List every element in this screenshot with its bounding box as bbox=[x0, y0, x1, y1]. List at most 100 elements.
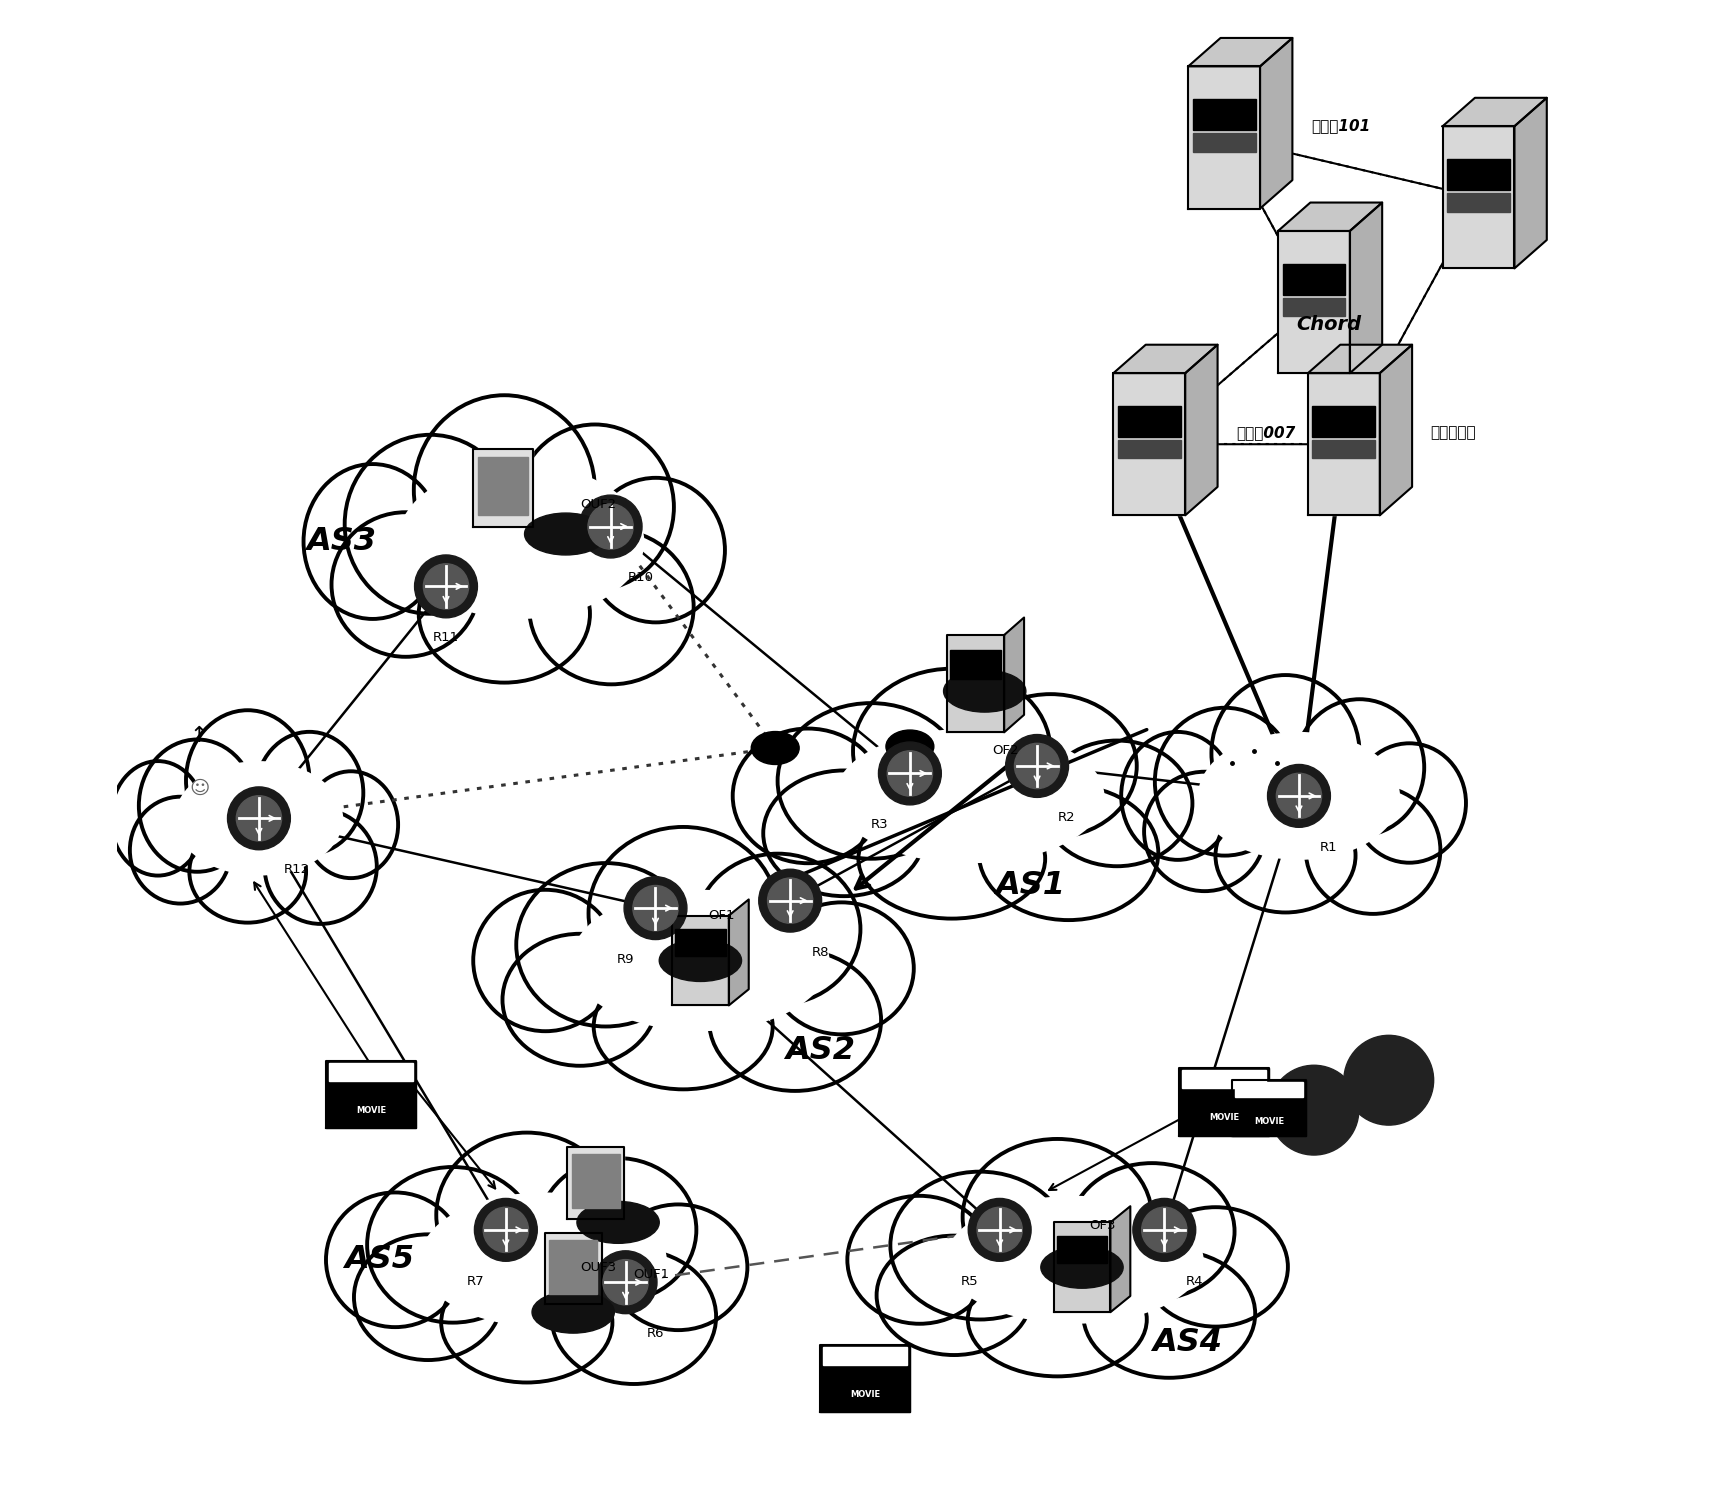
Text: ↑: ↑ bbox=[190, 725, 208, 746]
Ellipse shape bbox=[695, 853, 860, 1005]
Circle shape bbox=[588, 503, 633, 550]
Ellipse shape bbox=[187, 710, 310, 850]
Ellipse shape bbox=[858, 799, 1045, 919]
Circle shape bbox=[969, 1199, 1031, 1262]
Circle shape bbox=[768, 879, 813, 924]
Polygon shape bbox=[1282, 264, 1346, 294]
Text: R5: R5 bbox=[960, 1275, 979, 1287]
Polygon shape bbox=[1278, 231, 1349, 372]
Ellipse shape bbox=[303, 464, 441, 619]
Polygon shape bbox=[1443, 98, 1547, 126]
Polygon shape bbox=[675, 930, 727, 955]
Ellipse shape bbox=[1353, 743, 1465, 862]
Text: OF1: OF1 bbox=[708, 909, 734, 922]
Ellipse shape bbox=[419, 545, 590, 682]
Ellipse shape bbox=[886, 730, 934, 763]
Polygon shape bbox=[1114, 345, 1218, 372]
Text: AS4: AS4 bbox=[1152, 1326, 1221, 1358]
Ellipse shape bbox=[751, 731, 799, 765]
Polygon shape bbox=[1054, 1223, 1111, 1313]
Ellipse shape bbox=[1144, 772, 1265, 891]
Polygon shape bbox=[728, 900, 749, 1005]
Circle shape bbox=[604, 1260, 649, 1305]
Polygon shape bbox=[567, 1148, 625, 1220]
Ellipse shape bbox=[130, 796, 230, 904]
Text: R2: R2 bbox=[1059, 811, 1076, 825]
Polygon shape bbox=[329, 1063, 413, 1081]
Polygon shape bbox=[1189, 66, 1259, 209]
Polygon shape bbox=[1180, 1068, 1270, 1136]
Circle shape bbox=[887, 751, 932, 796]
Polygon shape bbox=[823, 1347, 907, 1365]
Ellipse shape bbox=[1216, 799, 1356, 913]
Polygon shape bbox=[1003, 617, 1024, 733]
Ellipse shape bbox=[1197, 731, 1400, 859]
Text: R1: R1 bbox=[1320, 841, 1337, 853]
Circle shape bbox=[1005, 734, 1069, 798]
Polygon shape bbox=[1057, 1236, 1107, 1263]
Ellipse shape bbox=[332, 512, 479, 656]
Polygon shape bbox=[550, 1239, 597, 1293]
Ellipse shape bbox=[943, 670, 1026, 712]
Polygon shape bbox=[1446, 192, 1510, 212]
Ellipse shape bbox=[1144, 1208, 1287, 1326]
Circle shape bbox=[625, 877, 687, 940]
Circle shape bbox=[1014, 743, 1060, 789]
Text: MOVIE: MOVIE bbox=[356, 1105, 386, 1114]
Ellipse shape bbox=[734, 728, 884, 864]
Text: 入口服务器: 入口服务器 bbox=[1431, 425, 1476, 440]
Circle shape bbox=[580, 496, 642, 557]
Ellipse shape bbox=[1121, 731, 1233, 859]
Ellipse shape bbox=[304, 771, 398, 879]
Ellipse shape bbox=[964, 694, 1137, 838]
Text: OF2: OF2 bbox=[993, 745, 1019, 757]
Text: R6: R6 bbox=[647, 1328, 664, 1340]
Polygon shape bbox=[671, 916, 728, 1005]
Text: R3: R3 bbox=[872, 819, 889, 831]
Ellipse shape bbox=[502, 934, 657, 1066]
Ellipse shape bbox=[533, 1292, 614, 1334]
Text: AS5: AS5 bbox=[344, 1244, 413, 1275]
Circle shape bbox=[237, 796, 282, 841]
Polygon shape bbox=[1313, 440, 1375, 458]
Text: R4: R4 bbox=[1185, 1275, 1202, 1287]
Polygon shape bbox=[571, 1155, 619, 1208]
Circle shape bbox=[879, 742, 941, 805]
Ellipse shape bbox=[1296, 700, 1424, 835]
Ellipse shape bbox=[979, 786, 1159, 921]
Ellipse shape bbox=[1041, 740, 1192, 867]
Ellipse shape bbox=[609, 1205, 747, 1331]
Ellipse shape bbox=[777, 703, 964, 859]
Ellipse shape bbox=[441, 1263, 612, 1382]
Text: R12: R12 bbox=[284, 864, 310, 876]
Circle shape bbox=[1142, 1208, 1187, 1253]
Ellipse shape bbox=[436, 1133, 618, 1298]
Polygon shape bbox=[1114, 372, 1185, 515]
Ellipse shape bbox=[770, 903, 913, 1035]
Ellipse shape bbox=[265, 810, 377, 924]
Polygon shape bbox=[1259, 38, 1292, 209]
Polygon shape bbox=[950, 650, 1002, 679]
Ellipse shape bbox=[516, 864, 695, 1026]
Text: AS2: AS2 bbox=[785, 1035, 855, 1066]
Ellipse shape bbox=[325, 1193, 464, 1328]
Ellipse shape bbox=[355, 1235, 502, 1359]
Circle shape bbox=[474, 1199, 538, 1262]
Ellipse shape bbox=[836, 728, 1104, 864]
Ellipse shape bbox=[413, 395, 595, 584]
Ellipse shape bbox=[552, 1250, 716, 1383]
Ellipse shape bbox=[763, 771, 926, 897]
Circle shape bbox=[1277, 774, 1322, 819]
Polygon shape bbox=[1446, 159, 1510, 191]
Text: MOVIE: MOVIE bbox=[849, 1389, 881, 1398]
Ellipse shape bbox=[524, 514, 607, 554]
Ellipse shape bbox=[1211, 674, 1360, 832]
Ellipse shape bbox=[586, 478, 725, 622]
Ellipse shape bbox=[398, 464, 644, 619]
Ellipse shape bbox=[576, 1202, 659, 1244]
Ellipse shape bbox=[111, 762, 206, 876]
Ellipse shape bbox=[709, 949, 881, 1090]
Polygon shape bbox=[1235, 1081, 1303, 1096]
Text: OUF3: OUF3 bbox=[581, 1260, 618, 1274]
Polygon shape bbox=[477, 457, 528, 515]
